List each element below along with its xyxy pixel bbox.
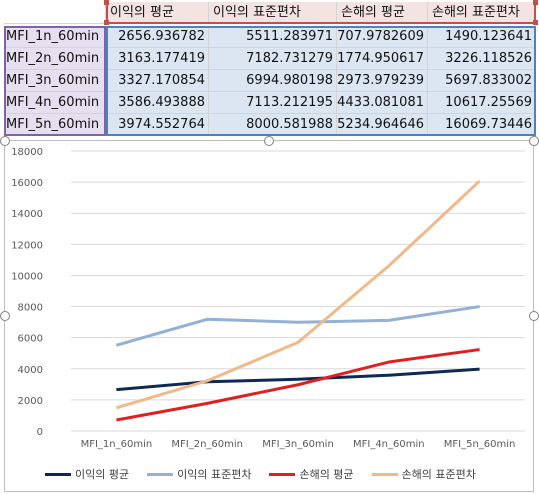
- spreadsheet-grid: 이익의 평균 이익의 표준편차 손해의 평균 손해의 표준편차 MFI_1n_6…: [0, 0, 539, 140]
- chart-plot-svg: 0 2000 4000 6000 8000 10000 12000 14000 16000 180…: [11, 147, 525, 450]
- legend-swatch: [269, 472, 296, 476]
- chart-resize-handle[interactable]: [0, 136, 10, 146]
- row-label-cell[interactable]: MFI_4n_60min: [4, 92, 106, 114]
- legend-label: 손해의 평균: [299, 468, 354, 481]
- series-line: [115, 179, 481, 410]
- y-tick-label: 16000: [11, 178, 43, 189]
- y-tick-label: 18000: [11, 147, 43, 158]
- chart-resize-handle[interactable]: [529, 311, 539, 321]
- values-range-highlight: [106, 26, 536, 136]
- y-tick-label: 8000: [18, 303, 43, 314]
- y-tick-label: 14000: [11, 209, 43, 220]
- legend-swatch: [147, 472, 174, 476]
- series-line: [116, 367, 480, 392]
- chart-resize-handle[interactable]: [264, 136, 274, 146]
- range-resize-handle[interactable]: [533, 20, 538, 25]
- range-resize-handle[interactable]: [104, 20, 109, 25]
- y-tick-label: 4000: [18, 365, 43, 376]
- chart-resize-handle[interactable]: [529, 136, 539, 146]
- value-cell[interactable]: 1774.950617: [337, 48, 428, 70]
- value-cell[interactable]: 707.9782609: [337, 26, 428, 48]
- y-tick-label: 10000: [11, 271, 43, 282]
- x-tick-label: MFI_5n_60min: [444, 439, 516, 450]
- chart-resize-handle[interactable]: [0, 311, 10, 321]
- legend-swatch: [371, 472, 398, 476]
- value-cell[interactable]: 5697.833002: [428, 70, 536, 92]
- series-line: [115, 305, 480, 347]
- category-range-highlight: [4, 26, 106, 136]
- table-row: MFI_5n_60min 3974.552764 8000.581988 523…: [0, 114, 539, 136]
- legend-swatch: [45, 472, 71, 476]
- y-tick-label: 12000: [11, 240, 43, 251]
- value-cell[interactable]: 3327.170854: [106, 70, 209, 92]
- value-cell[interactable]: 2973.979239: [337, 70, 428, 92]
- range-resize-handle[interactable]: [533, 0, 538, 5]
- table-row: MFI_4n_60min 3586.493888 7113.212195 443…: [0, 92, 539, 114]
- corner-cell[interactable]: [4, 2, 106, 24]
- value-cell[interactable]: 2656.936782: [106, 26, 209, 48]
- legend-item[interactable]: 손해의 표준편차: [371, 465, 476, 483]
- table-row: MFI_2n_60min 3163.177419 7182.731279 177…: [0, 48, 539, 70]
- row-label-cell[interactable]: MFI_2n_60min: [4, 48, 106, 70]
- range-resize-handle[interactable]: [104, 0, 109, 5]
- legend-item[interactable]: 이익의 표준편차: [147, 465, 251, 483]
- legend-item[interactable]: 손해의 평균: [269, 465, 354, 483]
- legend-item[interactable]: 이익의 평균: [45, 465, 129, 483]
- y-tick-label: 2000: [18, 396, 43, 407]
- value-cell[interactable]: 6994.980198: [209, 70, 337, 92]
- value-cell[interactable]: 4433.081081: [337, 92, 428, 114]
- x-tick-label: MFI_1n_60min: [81, 439, 153, 450]
- value-cell[interactable]: 1490.123641: [428, 26, 536, 48]
- x-tick-label: MFI_2n_60min: [171, 439, 243, 450]
- value-cell[interactable]: 3163.177419: [106, 48, 209, 70]
- value-cell[interactable]: 16069.73446: [428, 114, 536, 136]
- line-chart[interactable]: 0 2000 4000 6000 8000 10000 12000 14000 16000 180…: [4, 140, 534, 492]
- legend-label: 이익의 표준편차: [177, 468, 252, 481]
- legend-label: 이익의 평균: [75, 468, 130, 481]
- value-cell[interactable]: 3586.493888: [106, 92, 209, 114]
- value-cell[interactable]: 3226.118526: [428, 48, 536, 70]
- x-tick-label: MFI_3n_60min: [262, 439, 334, 450]
- chart-legend[interactable]: 이익의 평균 이익의 표준편차 손해의 평균 손해의 표준편차: [45, 465, 476, 483]
- value-cell[interactable]: 10617.25569: [428, 92, 536, 114]
- row-label-cell[interactable]: MFI_1n_60min: [4, 26, 106, 48]
- y-tick-label: 6000: [18, 334, 43, 345]
- value-cell[interactable]: 7182.731279: [209, 48, 337, 70]
- value-cell[interactable]: 5511.283971: [209, 26, 337, 48]
- table-row: MFI_1n_60min 2656.936782 5511.283971 707…: [0, 26, 539, 48]
- legend-label: 손해의 표준편차: [401, 468, 476, 481]
- y-tick-label: 0: [37, 427, 43, 438]
- series-line: [116, 348, 480, 422]
- series-name-range-highlight: [106, 0, 536, 24]
- x-tick-label: MFI_4n_60min: [353, 439, 425, 450]
- value-cell[interactable]: 7113.212195: [209, 92, 337, 114]
